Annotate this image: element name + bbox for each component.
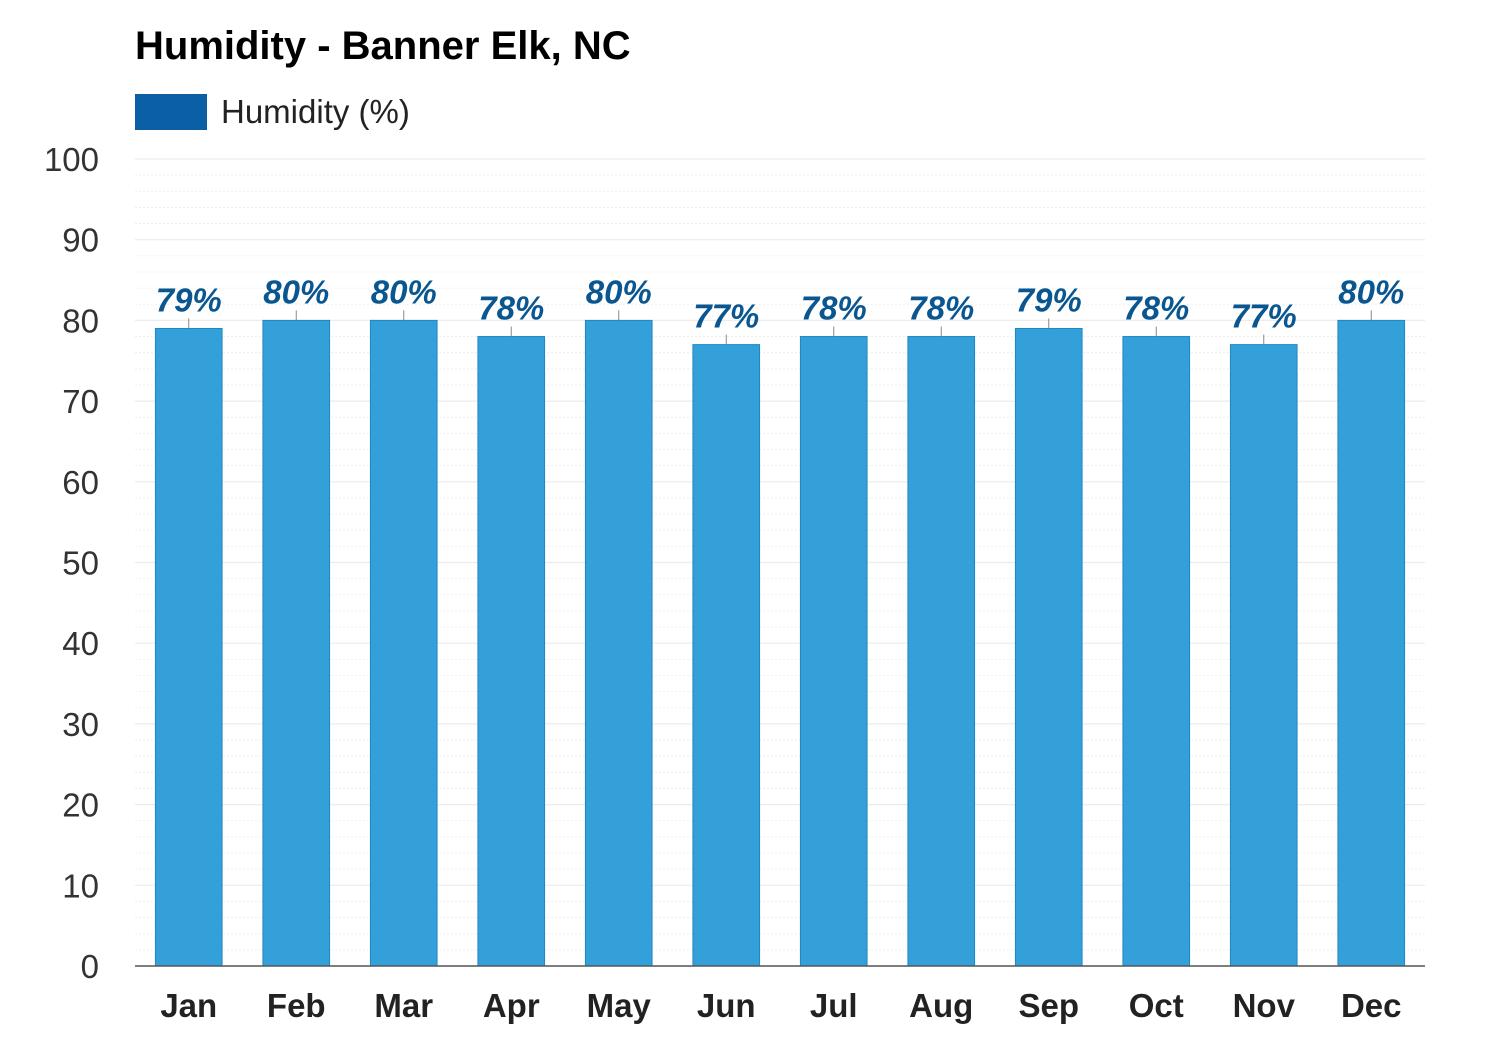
data-label-sep: 79%: [1016, 281, 1082, 318]
y-tick-label: 90: [62, 222, 99, 259]
y-tick-label: 70: [62, 383, 99, 420]
data-label-dec: 80%: [1338, 273, 1404, 310]
bar-nov: [1229, 344, 1298, 967]
chart-title: Humidity - Banner Elk, NC: [135, 24, 631, 68]
y-tick-label: 80: [62, 302, 99, 339]
x-tick-label: Apr: [483, 987, 540, 1024]
data-label-nov: 77%: [1231, 298, 1297, 335]
y-tick-label: 100: [44, 141, 99, 178]
y-tick-label: 20: [62, 787, 99, 824]
x-tick-label: Jan: [160, 987, 217, 1024]
data-label-oct: 78%: [1123, 290, 1189, 327]
data-label-feb: 80%: [263, 273, 329, 310]
bar-mar: [369, 319, 438, 967]
x-tick-label: Oct: [1129, 987, 1184, 1024]
data-label-jun: 77%: [693, 298, 759, 335]
bar-apr: [477, 336, 546, 967]
data-label-jul: 78%: [801, 290, 867, 327]
y-tick-label: 0: [81, 948, 99, 985]
data-labels: 79% 80% 80% 78% 80% 77% 78% 78% 79% 78% 77% 80%: [156, 273, 1404, 345]
data-label-aug: 78%: [908, 290, 974, 327]
bar-sep: [1014, 327, 1083, 967]
x-tick-label: Nov: [1233, 987, 1296, 1024]
data-label-mar: 80%: [371, 273, 437, 310]
x-tick-label: Feb: [267, 987, 326, 1024]
bar-aug: [907, 336, 976, 967]
legend-label: Humidity (%): [221, 93, 410, 130]
bar-feb: [262, 319, 331, 967]
y-tick-label: 60: [62, 464, 99, 501]
x-tick-label: Sep: [1018, 987, 1079, 1024]
gridlines: [135, 158, 1425, 967]
x-tick-label: Dec: [1341, 987, 1402, 1024]
x-tick-label: May: [587, 987, 652, 1024]
y-axis-ticks: 0 10 20 30 40 50 60 70 80 90 100: [44, 141, 99, 985]
y-tick-label: 10: [62, 867, 99, 904]
legend-swatch: [135, 94, 207, 130]
bar-oct: [1122, 336, 1191, 967]
y-tick-label: 40: [62, 625, 99, 662]
bar-dec: [1337, 319, 1406, 967]
data-label-may: 80%: [586, 273, 652, 310]
bars: [154, 319, 1406, 967]
data-label-jan: 79%: [156, 281, 222, 318]
x-tick-label: Jul: [810, 987, 858, 1024]
bar-jan: [154, 327, 223, 967]
data-label-apr: 78%: [478, 290, 544, 327]
bar-jun: [692, 344, 761, 967]
legend: Humidity (%): [135, 92, 410, 132]
bar-jul: [799, 336, 868, 967]
x-tick-label: Aug: [909, 987, 973, 1024]
y-tick-label: 50: [62, 545, 99, 582]
y-tick-label: 30: [62, 706, 99, 743]
x-tick-label: Mar: [374, 987, 433, 1024]
bar-may: [584, 319, 653, 967]
x-tick-label: Jun: [697, 987, 756, 1024]
x-axis-ticks: Jan Feb Mar Apr May Jun Jul Aug Sep Oct Nov Dec: [160, 987, 1401, 1024]
